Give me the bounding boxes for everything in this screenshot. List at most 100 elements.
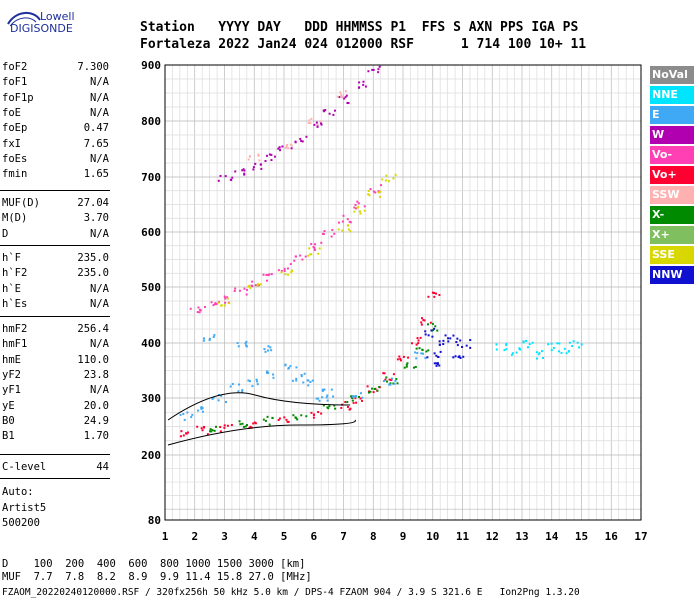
data-point-vo	[313, 246, 316, 249]
data-point-nne	[505, 348, 508, 351]
data-point-vo	[396, 358, 399, 361]
data-point-vo	[223, 295, 226, 298]
y-tick-label: 600	[141, 226, 161, 239]
data-point-w	[377, 68, 380, 71]
data-point-w	[277, 147, 280, 150]
data-point-e	[237, 390, 240, 393]
data-point-w	[234, 170, 237, 173]
data-point-vo	[366, 385, 369, 388]
data-point-x	[242, 425, 245, 428]
data-point-vo	[330, 235, 333, 238]
data-point-w	[333, 109, 336, 112]
data-point-e	[354, 395, 357, 398]
data-point-vo	[204, 306, 207, 309]
param-value: 1.65	[83, 168, 109, 181]
data-point-vo	[243, 287, 246, 290]
data-point-nne	[550, 349, 553, 352]
param-label: foF1p	[2, 91, 34, 104]
param-label: yF1	[2, 384, 21, 397]
data-point-nnw	[452, 334, 455, 337]
legend-item: SSE	[650, 246, 694, 264]
chart-frame	[164, 64, 642, 521]
param-row: B1 1.70	[2, 429, 109, 443]
data-point-vo	[399, 359, 402, 362]
data-point-vo	[219, 430, 222, 433]
data-point-vo	[419, 336, 422, 339]
data-point-e	[300, 373, 303, 376]
data-point-e	[318, 399, 321, 402]
x-tick-label: 2	[191, 530, 198, 543]
data-point-w	[338, 96, 341, 99]
data-point-nne	[505, 342, 508, 345]
param-row: yF2 23.8	[2, 368, 109, 382]
param-row: foF1p N/A	[2, 91, 109, 105]
param-value: N/A	[90, 106, 109, 119]
data-point-nne	[571, 345, 574, 348]
param-label: fxI	[2, 137, 21, 150]
param-row: hmE 110.0	[2, 353, 109, 367]
data-point-e	[315, 397, 318, 400]
data-point-vo	[429, 321, 432, 324]
data-point-nnw	[452, 356, 455, 359]
data-point-ssw	[339, 91, 342, 94]
data-point-x	[403, 366, 406, 369]
data-point-x	[209, 430, 212, 433]
data-point-e	[287, 366, 290, 369]
data-point-nnw	[462, 355, 465, 358]
data-point-vo	[368, 390, 371, 393]
data-point-e	[414, 351, 417, 354]
data-point-sse	[290, 271, 293, 274]
data-point-e	[213, 334, 216, 337]
param-row: MUF(D) 27.04	[2, 196, 109, 210]
data-point-ssw	[257, 154, 260, 157]
data-point-nnw	[433, 352, 436, 355]
data-point-w	[279, 149, 282, 152]
data-point-vo	[249, 425, 252, 428]
y-tick-label: 700	[141, 171, 161, 184]
data-point-vo	[196, 425, 199, 428]
data-point-vo	[283, 267, 286, 270]
data-point-vo	[286, 267, 289, 270]
data-point-ssw	[336, 95, 339, 98]
data-point-vo	[399, 357, 402, 360]
data-point-e	[200, 406, 203, 409]
logo-swoosh-icon	[7, 12, 41, 27]
data-point-x	[371, 387, 374, 390]
data-point-vo	[187, 431, 190, 434]
data-point-x	[426, 323, 429, 326]
data-point-w	[243, 169, 246, 172]
data-point-vo	[283, 269, 286, 272]
data-point-w	[372, 68, 375, 71]
data-point-vo	[289, 263, 292, 266]
data-point-nnw	[427, 334, 430, 337]
data-point-sse	[377, 191, 380, 194]
y-tick-label: 800	[141, 115, 161, 128]
data-point-vo	[410, 342, 413, 345]
data-point-nne	[522, 340, 525, 343]
data-point-e	[361, 396, 364, 399]
data-point-vo	[310, 242, 313, 245]
x-tick-label: 13	[515, 530, 528, 543]
data-point-vo	[313, 248, 316, 251]
x-tick-label: 5	[281, 530, 288, 543]
data-point-sse	[357, 206, 360, 209]
data-point-e	[351, 395, 354, 398]
param-label: M(D)	[2, 212, 28, 225]
data-point-vo	[310, 411, 313, 414]
data-point-sse	[367, 193, 370, 196]
param-row: fxI 7.65	[2, 137, 109, 151]
legend-item: NoVal	[650, 66, 694, 84]
data-point-w	[219, 174, 222, 177]
y-tick-label: 900	[141, 59, 161, 72]
data-point-sse	[223, 304, 226, 307]
param-label: yE	[2, 399, 15, 412]
data-point-vo	[360, 399, 363, 402]
data-point-e	[183, 418, 186, 421]
data-point-nne	[522, 341, 525, 344]
data-point-nnw	[437, 355, 440, 358]
data-point-nne	[558, 350, 561, 353]
data-point-sse	[358, 210, 361, 213]
data-point-vo	[422, 319, 425, 322]
data-point-e	[200, 407, 203, 410]
